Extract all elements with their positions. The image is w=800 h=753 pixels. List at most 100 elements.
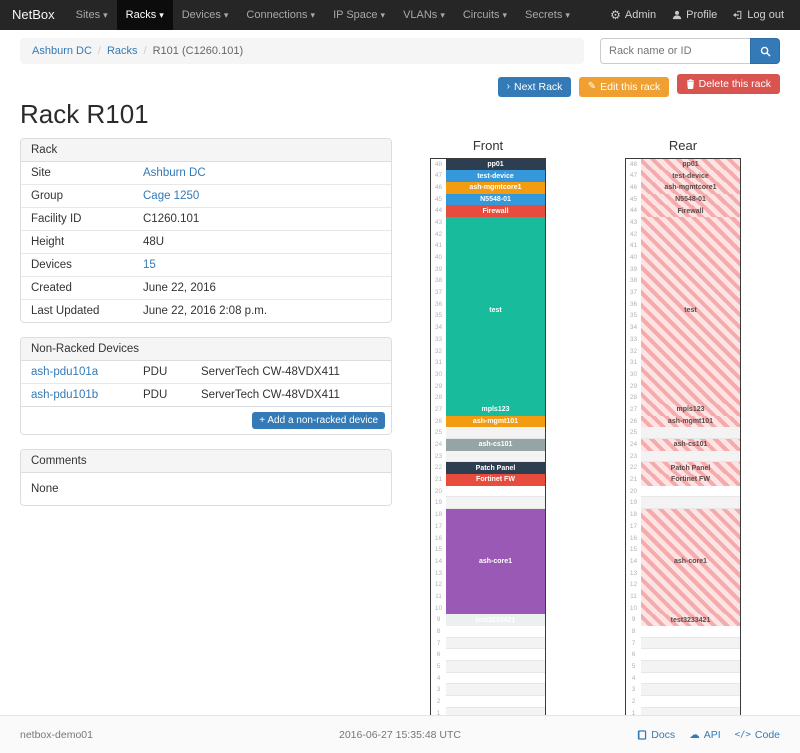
table-row: Facility ID C1260.101 [21, 206, 391, 230]
api-link[interactable]: ☁ API [689, 728, 721, 741]
rack-device[interactable]: N5548-01 [641, 193, 740, 206]
rack-unit-number: 46 [434, 183, 443, 191]
edit-rack-button[interactable]: ✎ Edit this rack [578, 76, 670, 97]
rack-unit-number: 33 [434, 335, 443, 343]
rack-device[interactable]: ash-core1 [446, 509, 545, 615]
rack-device[interactable]: test [641, 216, 740, 404]
rack-device[interactable]: N5548-01 [446, 193, 545, 206]
caret-down-icon [562, 9, 570, 21]
rack-device[interactable]: pp01 [641, 158, 740, 171]
rack-device[interactable]: Firewall [446, 205, 545, 217]
rack-unit-number: 7 [631, 639, 636, 647]
site-link[interactable]: Ashburn DC [143, 166, 206, 179]
rack-empty-unit [446, 684, 545, 697]
rack-unit-number: 14 [434, 557, 443, 565]
rack-unit-number: 25 [629, 429, 638, 437]
rack-unit-number: 20 [434, 487, 443, 495]
rack-device[interactable]: ash-core1 [641, 509, 740, 615]
rack-unit-number: 32 [434, 347, 443, 355]
rack-unit-number: 22 [629, 464, 638, 472]
breadcrumb-racks-link[interactable]: Racks [106, 45, 138, 57]
rack-empty-unit [446, 427, 545, 439]
nav-item-sites[interactable]: Sites [67, 0, 117, 30]
table-row: Height 48U [21, 229, 391, 253]
search-button[interactable] [750, 38, 780, 64]
rack-unit-number: 2 [631, 698, 636, 706]
rack-device[interactable]: test-device [641, 170, 740, 182]
app-brand[interactable]: NetBox [12, 7, 55, 22]
next-rack-button[interactable]: › Next Rack [497, 76, 572, 97]
rack-device[interactable]: Patch Panel [641, 462, 740, 475]
profile-link[interactable]: Profile [664, 0, 725, 30]
table-row: Created June 22, 2016 [21, 275, 391, 299]
rack-device[interactable]: ash-mgmt101 [446, 415, 545, 428]
code-icon: </> [734, 729, 751, 740]
rack-device[interactable]: ash-cs101 [446, 439, 545, 451]
table-row: ash-pdu101b PDU ServerTech CW-48VDX411 [21, 382, 391, 406]
rack-actions: › Next Rack ✎ Edit this rack Delete this… [20, 74, 780, 97]
rack-unit-number: 21 [629, 476, 638, 484]
rack-device[interactable]: ash-cs101 [641, 439, 740, 451]
caret-down-icon [156, 9, 164, 21]
attr-value: C1260.101 [133, 206, 391, 230]
rack-device[interactable]: test [446, 216, 545, 404]
code-link[interactable]: </> Code [734, 728, 780, 741]
rack-device[interactable]: Firewall [641, 205, 740, 217]
rack-device[interactable]: ash-mgmtcore1 [446, 181, 545, 194]
logout-link[interactable]: Log out [725, 0, 792, 30]
attr-value: 48U [133, 229, 391, 253]
delete-rack-button[interactable]: Delete this rack [676, 74, 780, 94]
rack-device[interactable]: Fortinet FW [446, 474, 545, 486]
rack-unit-number: 4 [436, 674, 441, 682]
group-link[interactable]: Cage 1250 [133, 183, 391, 207]
rack-device[interactable]: Patch Panel [446, 462, 545, 475]
rack-device[interactable]: mpls123 [641, 403, 740, 416]
page-title: Rack R101 [20, 98, 149, 129]
device-link[interactable]: ash-pdu101a [31, 365, 99, 378]
rack-search-input[interactable] [600, 38, 750, 64]
rack-empty-unit [446, 450, 545, 463]
add-non-racked-device-button[interactable]: + Add a non-racked device [252, 411, 385, 429]
attr-label: Site [31, 166, 51, 179]
rack-unit-number: 10 [434, 604, 443, 612]
rack-unit-number: 14 [629, 557, 638, 565]
nav-item-vlans[interactable]: VLANs [394, 0, 454, 30]
rack-device[interactable]: test3233421 [641, 614, 740, 626]
cloud-icon: ☁ [689, 728, 700, 741]
rack-device[interactable]: Fortinet FW [641, 474, 740, 486]
rack-unit-number: 35 [434, 312, 443, 320]
nav-item-devices[interactable]: Devices [173, 0, 238, 30]
rack-unit-number: 25 [434, 429, 443, 437]
device-role: PDU [133, 382, 191, 406]
device-link[interactable]: ash-pdu101b [31, 388, 99, 401]
rack-device[interactable]: ash-mgmt101 [641, 415, 740, 428]
docs-link[interactable]: Docs [637, 729, 675, 741]
rack-empty-unit [446, 649, 545, 662]
rack-unit-number: 43 [434, 218, 443, 226]
nav-item-circuits[interactable]: Circuits [454, 0, 516, 30]
rack-unit-number: 32 [629, 347, 638, 355]
rack-device[interactable]: mpls123 [446, 403, 545, 416]
nav-item-ip-space[interactable]: IP Space [324, 0, 394, 30]
rack-unit-number: 12 [434, 581, 443, 589]
rack-empty-unit [446, 661, 545, 673]
breadcrumb-site-link[interactable]: Ashburn DC [32, 45, 92, 57]
rack-unit-number: 28 [434, 394, 443, 402]
nav-item-racks[interactable]: Racks [116, 0, 173, 30]
caret-down-icon [378, 9, 386, 21]
front-elevation-title: Front [472, 137, 504, 153]
rear-elevation-title: Rear [668, 137, 698, 153]
rear-rack: 48 47 46 45 44 43 42 41 40 39 38 37 36 35 34 33 32 31 30 29… [625, 157, 741, 721]
comments-panel: Comments None [20, 448, 392, 506]
devices-count-link[interactable]: 15 [133, 252, 391, 276]
rack-device[interactable]: ash-mgmtcore1 [641, 181, 740, 194]
rack-unit-number: 11 [630, 592, 637, 600]
nav-item-connections[interactable]: Connections [237, 0, 324, 30]
admin-link[interactable]: ⚙ Admin [602, 0, 664, 30]
rack-device[interactable]: test3233421 [446, 614, 545, 626]
rack-device[interactable]: pp01 [446, 158, 545, 171]
nav-item-secrets[interactable]: Secrets [516, 0, 579, 30]
caret-down-icon [437, 9, 445, 21]
rack-device[interactable]: test-device [446, 170, 545, 182]
rack-unit-number: 39 [434, 265, 443, 273]
